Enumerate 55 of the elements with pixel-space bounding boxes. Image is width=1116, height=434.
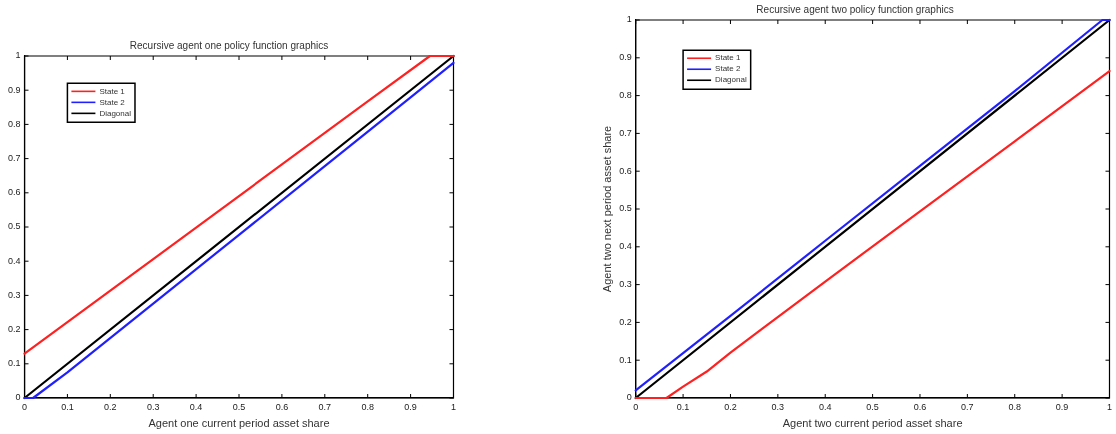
y-tick-label: 0.8: [619, 90, 632, 101]
x-tick-label: 0.4: [818, 401, 832, 412]
y-tick-label: 0.7: [619, 127, 632, 138]
x-tick-label: 0.3: [771, 401, 785, 412]
x-tick-label: 0.5: [866, 401, 879, 412]
chart-title: Recursive agent two policy function graphics: [756, 3, 954, 15]
y-tick-label: 0.2: [619, 316, 632, 327]
y-tick-label: 0: [626, 392, 632, 403]
x-tick-label: 0: [22, 401, 28, 412]
x-tick-label: 0.1: [61, 401, 74, 412]
legend-label: Diagonal: [715, 75, 747, 85]
x-tick-label: 0.9: [1055, 401, 1069, 412]
x-tick-label: 0.7: [961, 401, 974, 412]
y-tick-label: 0.3: [619, 279, 632, 290]
x-tick-label: 0.3: [146, 401, 160, 412]
x-tick-label: 0.4: [189, 401, 203, 412]
y-tick-label: 0.7: [8, 153, 21, 164]
legend-label: State 2: [99, 97, 126, 107]
y-tick-label: 0.1: [619, 354, 632, 365]
y-tick-label: 0.6: [8, 187, 21, 198]
y-tick-label: 0.3: [8, 289, 21, 300]
x-tick-label: 0.2: [104, 401, 117, 412]
x-tick-label: 0.1: [676, 401, 690, 412]
y-tick-label: 0: [15, 392, 21, 403]
x-tick-label: 0.6: [275, 401, 289, 412]
y-tick-label: 0.9: [619, 52, 632, 63]
y-tick-label: 0.5: [619, 203, 632, 214]
y-tick-label: 0.6: [619, 165, 632, 176]
x-axis-title: Agent one current period asset share: [148, 417, 330, 430]
y-tick-label: 0.4: [619, 241, 632, 252]
x-tick-label: 0.9: [404, 401, 417, 412]
x-tick-label: 1: [450, 401, 457, 412]
chart-title: Recursive agent one policy function graphics: [129, 39, 329, 51]
x-tick-label: 1: [1106, 401, 1113, 412]
y-axis-title: Agent two next period asset share: [600, 125, 613, 293]
legend-label: State 2: [715, 64, 741, 74]
x-tick-label: 0.8: [361, 401, 374, 412]
x-tick-label: 0: [633, 401, 639, 412]
legend-label: State 1: [99, 86, 126, 96]
x-tick-label: 0.6: [913, 401, 927, 412]
y-tick-label: 0.4: [8, 255, 21, 266]
y-tick-label: 0.2: [8, 324, 21, 335]
x-axis-title: Agent two current period asset share: [782, 417, 963, 430]
y-tick-label: 1: [626, 14, 632, 25]
x-tick-label: 0.2: [724, 401, 737, 412]
y-tick-label: 0.5: [8, 221, 21, 232]
x-tick-label: 0.5: [232, 401, 246, 412]
y-tick-label: 0.8: [8, 118, 21, 129]
legend-label: State 1: [715, 53, 741, 63]
y-tick-label: 1: [15, 50, 21, 61]
legend-label: Diagonal: [99, 108, 132, 118]
y-tick-label: 0.9: [8, 84, 21, 95]
x-tick-label: 0.8: [1008, 401, 1021, 412]
x-tick-label: 0.7: [318, 401, 332, 412]
y-tick-label: 0.1: [8, 358, 21, 369]
